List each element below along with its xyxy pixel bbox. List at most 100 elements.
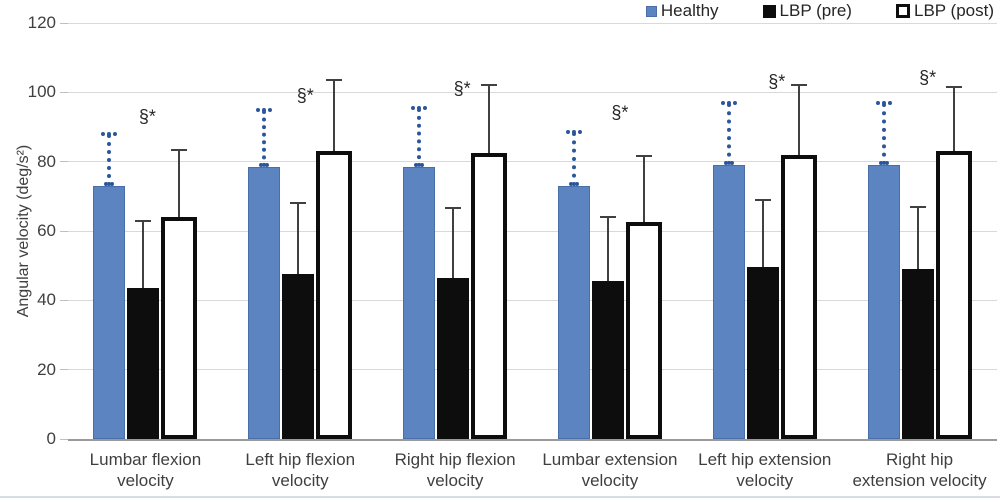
legend-label-lbp-pre: LBP (pre) (779, 1, 852, 20)
bar-lbp-post- (471, 153, 508, 439)
error-bar (262, 109, 267, 167)
category-label: Right hip extension velocity (852, 450, 987, 490)
bar-lbp-post- (625, 222, 662, 439)
y-tick-60 (60, 230, 68, 232)
bar-healthy (712, 165, 745, 439)
plot-area: 0 20 40 60 80 100 120 §* §* §* §* §* §* (28, 13, 997, 448)
gridline-20 (68, 369, 997, 371)
bar-healthy (248, 166, 281, 439)
significance-annotation: §* (611, 102, 629, 123)
bar-lbp-pre- (282, 274, 315, 439)
chart-legend: Healthy LBP (pre) LBP (post) (645, 1, 994, 21)
error-bar-cap (565, 130, 582, 135)
error-bar-cap (635, 155, 652, 158)
bar-lbp-pre- (437, 277, 470, 439)
error-bar (606, 217, 609, 282)
bar-lbp-pre- (746, 267, 779, 439)
lbp-post-swatch-icon (895, 4, 910, 18)
bar-lbp-post- (161, 217, 198, 439)
y-tick-100 (60, 91, 68, 93)
y-tick-label-20: 20 (37, 359, 56, 379)
bar-lbp-pre- (591, 281, 624, 439)
error-bar (452, 208, 455, 278)
legend-label-lbp-post: LBP (post) (913, 1, 994, 20)
significance-annotation: §* (138, 106, 156, 127)
y-tick-label-80: 80 (37, 151, 56, 171)
bar-healthy (403, 166, 436, 439)
error-bar (952, 87, 955, 152)
error-bar-cap (290, 202, 307, 205)
y-tick-120 (60, 22, 68, 24)
error-bar-foot (104, 181, 115, 186)
error-bar (571, 132, 576, 186)
category-label: Left hip extension velocity (698, 450, 832, 490)
category-label: Lumbar extension velocity (542, 450, 678, 490)
error-bar-cap (445, 207, 462, 210)
error-bar-cap (720, 100, 737, 105)
y-tick-label-40: 40 (37, 290, 56, 310)
lbp-pre-swatch-icon (762, 4, 776, 18)
gridline-80 (68, 161, 997, 163)
category-label: Left hip flexion velocity (245, 450, 356, 490)
y-tick-label-60: 60 (37, 221, 56, 240)
error-bar-cap (790, 84, 807, 87)
error-bar-foot (414, 162, 425, 167)
error-bar-cap (135, 219, 152, 222)
significance-annotation: §* (919, 67, 937, 88)
error-bar-cap (411, 105, 428, 110)
error-bar (417, 107, 422, 167)
error-bar-cap (171, 148, 188, 151)
y-tick-label-120: 120 (27, 13, 56, 32)
bar-lbp-post- (935, 151, 972, 439)
error-bar-cap (909, 205, 926, 208)
x-axis-labels: Lumbar flexion velocity Left hip flexion … (68, 449, 997, 495)
legend-item-healthy: Healthy (645, 1, 719, 21)
error-bar-foot (259, 162, 270, 167)
bar-lbp-pre- (127, 288, 160, 439)
gridline-40 (68, 299, 997, 301)
bar-healthy (557, 185, 590, 439)
bar-lbp-post- (316, 151, 353, 439)
error-bar (761, 199, 764, 268)
gridline-100 (68, 91, 997, 93)
significance-annotation: §* (768, 71, 786, 92)
gridline-120 (68, 22, 997, 24)
error-bar-cap (945, 86, 962, 89)
category-label: Right hip flexion velocity (394, 450, 516, 490)
legend-label-healthy: Healthy (660, 1, 719, 20)
error-bar (881, 102, 886, 166)
y-tick-0 (60, 438, 68, 440)
error-bar (797, 85, 800, 155)
error-bar (726, 102, 731, 166)
error-bar-cap (754, 198, 771, 201)
gridline-60 (68, 230, 997, 232)
y-tick-80 (60, 161, 68, 163)
healthy-swatch-icon (645, 5, 657, 17)
bar-lbp-pre- (901, 269, 934, 439)
error-bar-cap (326, 79, 343, 82)
error-bar (178, 149, 181, 218)
bar-healthy (93, 185, 126, 439)
significance-annotation: §* (296, 85, 314, 106)
error-bar (297, 203, 300, 275)
error-bar (333, 80, 336, 152)
legend-item-lbp-pre: LBP (pre) (762, 1, 852, 21)
error-bar (642, 156, 645, 223)
bar-lbp-post- (780, 154, 817, 439)
significance-annotation: §* (453, 78, 471, 99)
y-tick-label-0: 0 (46, 429, 56, 448)
error-bar (916, 206, 919, 270)
error-bar-foot (568, 181, 579, 186)
error-bar-cap (875, 100, 892, 105)
error-bar (142, 220, 145, 289)
error-bar-cap (481, 84, 498, 87)
error-bar-cap (101, 131, 118, 136)
error-bar-foot (723, 161, 734, 166)
category-label: Lumbar flexion velocity (89, 450, 202, 490)
legend-item-lbp-post: LBP (post) (895, 1, 994, 21)
error-bar-cap (599, 216, 616, 219)
error-bar (107, 133, 112, 186)
bar-healthy (867, 165, 900, 439)
y-tick-40 (60, 299, 68, 301)
